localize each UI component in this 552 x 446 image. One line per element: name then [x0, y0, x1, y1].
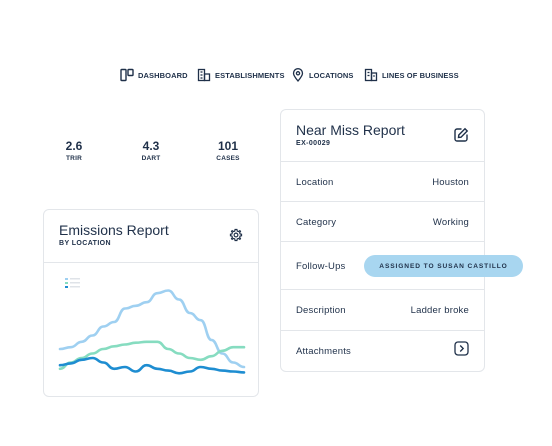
edit-icon[interactable] [453, 127, 469, 148]
series-line-1 [58, 289, 246, 369]
row-divider [281, 330, 484, 331]
row-value-description: Ladder broke [410, 304, 469, 316]
stat-label: DART [141, 155, 161, 162]
stat-dart: 4.3 DART [131, 139, 171, 162]
stat-value: 2.6 [65, 139, 83, 153]
nav-label-lines-of-business: LINES OF BUSINESS [382, 70, 459, 80]
legend-swatch [65, 282, 68, 284]
stat-value: 4.3 [142, 139, 160, 153]
series-line-3 [58, 356, 246, 375]
emissions-subtitle: BY LOCATION [59, 240, 111, 247]
gear-icon[interactable] [229, 228, 243, 247]
nav-label-locations: LOCATIONS [309, 70, 354, 80]
row-divider [281, 161, 484, 162]
legend-label [70, 282, 80, 284]
nav-item-locations[interactable]: LOCATIONS [291, 67, 354, 83]
nav-label-establishments: ESTABLISHMENTS [215, 70, 285, 80]
legend-label [70, 278, 80, 280]
stat-trir: 2.6 TRIR [54, 139, 94, 162]
near-miss-title: Near Miss Report [296, 122, 405, 138]
row-divider [281, 289, 484, 290]
nav-item-establishments[interactable]: ESTABLISHMENTS [197, 67, 285, 83]
chevron-right-icon[interactable] [454, 341, 469, 361]
building-icon [197, 68, 211, 82]
stat-label: TRIR [66, 155, 82, 162]
nav-item-lines-of-business[interactable]: LINES OF BUSINESS [364, 67, 459, 83]
emissions-line-chart [58, 278, 246, 375]
legend-label [70, 286, 80, 288]
stat-value: 101 [217, 139, 239, 153]
legend-swatch [65, 278, 68, 280]
row-value-category: Working [432, 216, 469, 228]
row-value-location: Houston [432, 176, 469, 188]
nav-label-dashboard: DASHBOARD [138, 70, 188, 80]
map-pin-icon [291, 68, 305, 82]
business-lines-icon [364, 68, 378, 82]
row-label-description: Description [296, 304, 346, 316]
row-divider [281, 241, 484, 242]
row-label-attachments: Attachments [296, 345, 352, 357]
dashboard-icon [120, 68, 134, 82]
row-divider [281, 201, 484, 202]
row-follow-ups: Follow-Ups [281, 246, 484, 286]
legend-swatch [65, 286, 68, 288]
row-label-category: Category [296, 216, 337, 228]
row-location: Location Houston [281, 162, 484, 202]
stat-label: CASES [216, 155, 240, 162]
row-category: Category Working [281, 202, 484, 242]
report-id: EX-00029 [296, 140, 331, 147]
emissions-divider [44, 262, 258, 263]
emissions-title: Emissions Report [59, 222, 169, 238]
row-label-location: Location [296, 176, 334, 188]
near-miss-report-card: Near Miss Report EX-00029 Location Houst… [280, 109, 485, 372]
row-attachments[interactable]: Attachments [281, 331, 484, 371]
row-label-follow-ups: Follow-Ups [296, 260, 346, 272]
nav-item-dashboard[interactable]: DASHBOARD [120, 67, 188, 83]
stat-cases: 101 CASES [208, 139, 248, 162]
assigned-to-badge[interactable]: ASSIGNED TO SUSAN CASTILLO [364, 255, 523, 277]
series-line-2 [58, 340, 246, 371]
emissions-report-card: Emissions Report BY LOCATION [43, 209, 259, 397]
row-description: Description Ladder broke [281, 290, 484, 330]
